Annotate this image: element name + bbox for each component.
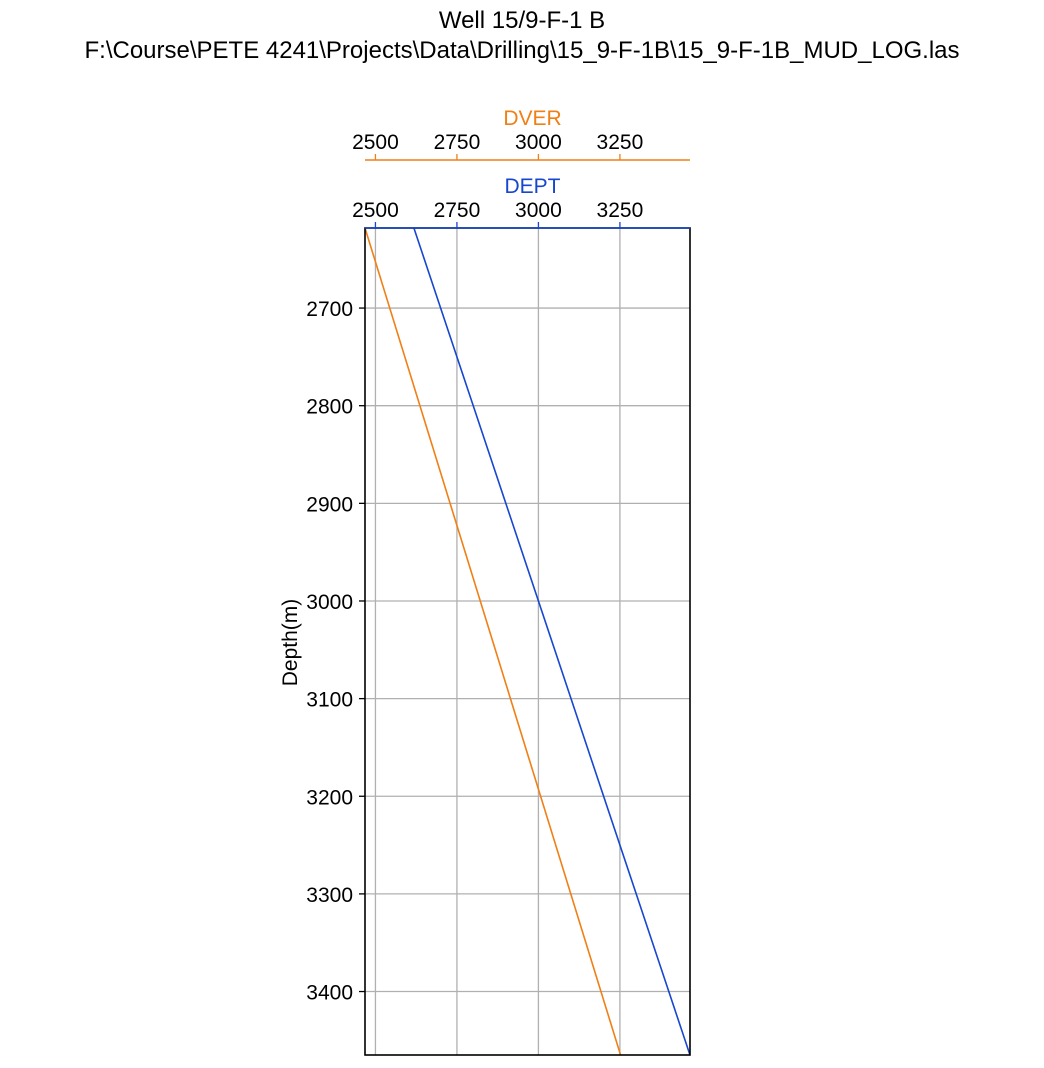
x-tick-label: 3250: [597, 131, 644, 154]
x-tick-label: 3000: [515, 199, 562, 222]
x-tick-label: 2500: [352, 131, 399, 154]
x-tick-label: 3250: [597, 199, 644, 222]
y-tick-label: 3400: [306, 982, 353, 1005]
chart-subtitle: F:\Course\PETE 4241\Projects\Data\Drilli…: [84, 37, 960, 64]
y-tick-label: 2700: [306, 298, 353, 321]
chart-title: Well 15/9-F-1 B: [438, 7, 606, 34]
series-line-dver: [365, 228, 622, 1055]
y-tick-label: 3100: [306, 689, 353, 712]
y-tick-label: 3200: [306, 786, 353, 809]
plot-frame: [364, 227, 691, 1056]
axis-title-dept: DEPT: [504, 175, 560, 198]
series-line-dept: [413, 228, 690, 1055]
axis-title-dver: DVER: [503, 107, 561, 130]
y-tick-label: 3000: [306, 591, 353, 614]
y-tick-label: 2800: [306, 396, 353, 419]
x-tick-label: 2750: [434, 131, 481, 154]
x-tick-label: 3000: [515, 131, 562, 154]
y-tick-label: 2900: [306, 493, 353, 516]
x-tick-label: 2750: [434, 199, 481, 222]
x-tick-label: 2500: [352, 199, 399, 222]
y-axis-label: Depth(m): [279, 599, 302, 687]
y-tick-label: 3300: [306, 884, 353, 907]
